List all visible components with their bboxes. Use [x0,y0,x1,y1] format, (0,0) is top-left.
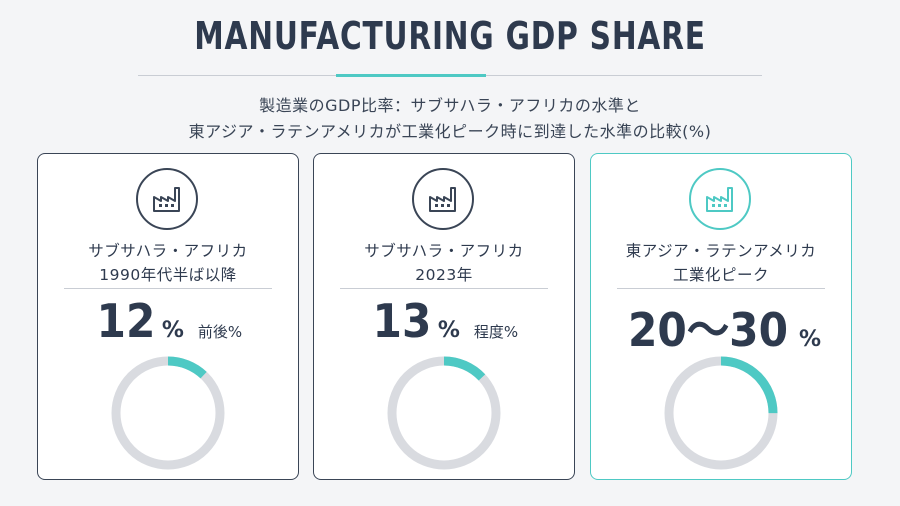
donut-value-arc [111,356,225,470]
card-label-line-1: 東アジア・ラテンアメリカ [625,242,817,260]
percent-sign: % [161,318,184,343]
value-row: 12 % 前後% [38,294,298,354]
card-label-line-2: 1990年代半ば以降 [99,266,237,284]
donut-chart [111,356,225,470]
stat-card-ssa-2023: サブサハラ・アフリカ 2023年 13 % 程度% [313,153,575,480]
card-label-line-1: サブサハラ・アフリカ [364,242,524,260]
factory-icon [412,168,474,230]
card-divider [617,288,825,289]
value-qualifier: 程度% [473,323,519,341]
card-divider [340,288,548,289]
card-label-line-1: サブサハラ・アフリカ [88,242,248,260]
card-label-line-2: 工業化ピーク [672,266,769,284]
card-divider [64,288,272,289]
subtitle-line-2: 東アジア・ラテンアメリカが工業化ピーク時に到達した水準の比較(%) [188,122,712,141]
big-value: 20～30 [627,303,789,357]
donut-track [111,356,225,470]
big-value: 12 [96,294,156,348]
stat-card-east-asia-latam-peak: 東アジア・ラテンアメリカ 工業化ピーク 20～30 % [590,153,852,480]
big-value: 13 [372,294,432,348]
percent-sign: % [437,318,460,343]
donut-value-arc [664,356,778,470]
stat-card-ssa-1990s: サブサハラ・アフリカ 1990年代半ば以降 12 % 前後% [37,153,299,480]
value-qualifier: 前後% [197,323,243,341]
page-title: MANUFACTURING GDP SHARE [194,14,706,58]
donut-chart [664,356,778,470]
percent-sign: % [798,327,822,352]
factory-icon [136,168,198,230]
value-row: 20～30 % [591,294,851,357]
factory-icon [689,168,751,230]
card-label-line-2: 2023年 [415,266,473,284]
donut-value-arc [387,356,501,470]
donut-chart [387,356,501,470]
title-accent-bar [336,74,486,77]
value-row: 13 % 程度% [314,294,574,354]
subtitle-line-1: 製造業のGDP比率：サブサハラ・アフリカの水準と [259,96,641,115]
